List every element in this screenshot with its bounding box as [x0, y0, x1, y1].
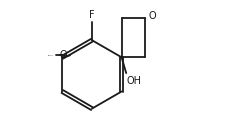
Text: F: F — [89, 10, 94, 20]
Text: OH: OH — [126, 76, 141, 86]
Text: O: O — [148, 11, 155, 22]
Text: methoxy: methoxy — [48, 55, 54, 56]
Text: O: O — [60, 50, 67, 60]
